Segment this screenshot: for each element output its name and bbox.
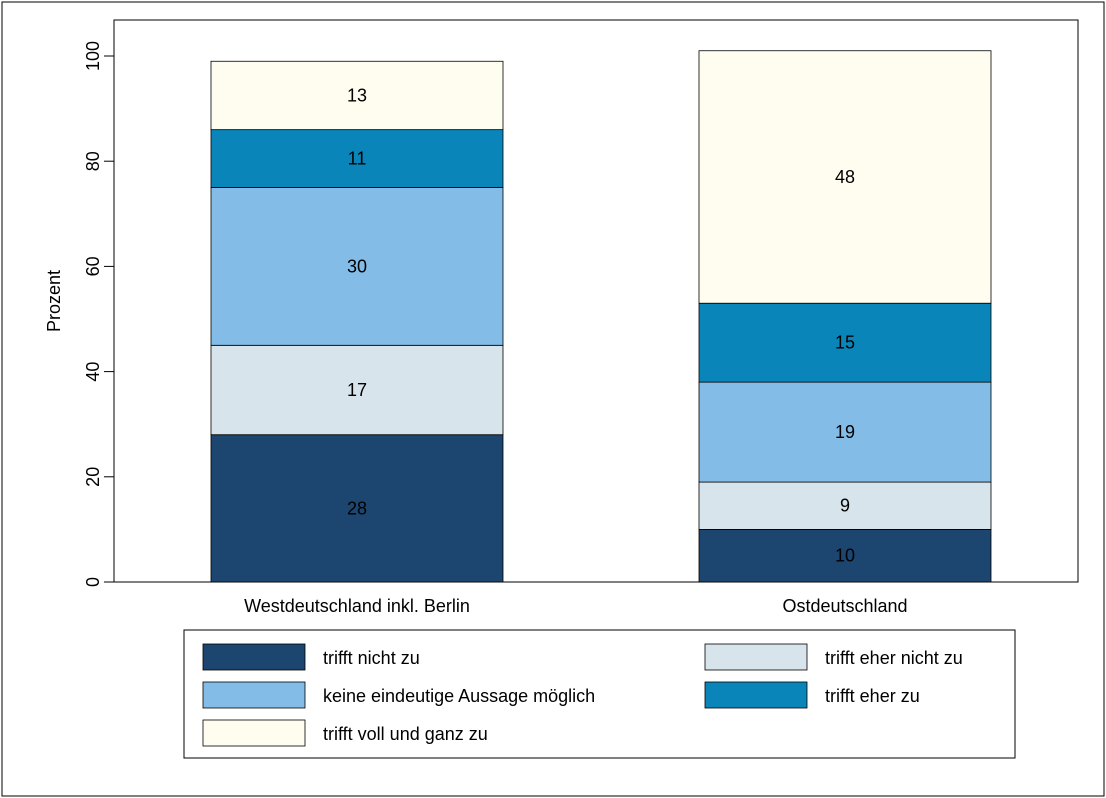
bar-segment [698,481,992,530]
bar-segment [210,60,504,131]
legend-swatch [704,681,808,709]
legend-label: keine eindeutige Aussage möglich [323,686,595,706]
y-tick-label: 20 [83,467,103,487]
legend-swatch [202,643,306,671]
y-tick-label: 100 [83,41,103,71]
legend-swatch [202,719,306,747]
bar-value-label: 13 [347,85,367,105]
bar-value-label: 19 [835,422,855,442]
bar-value-label: 48 [835,167,855,187]
bar-segment [698,381,992,483]
legend: trifft nicht zu trifft eher nicht zu keine… [202,643,963,747]
legend-label: trifft eher zu [825,686,920,706]
legend-swatch [202,681,306,709]
legend-label: trifft eher nicht zu [825,648,963,668]
bar-value-label: 15 [835,333,855,353]
legend-label: trifft voll und ganz zu [323,724,488,744]
x-category-label: Ostdeutschland [782,596,907,616]
bar-value-label: 10 [835,546,855,566]
bar-value-label: 30 [347,256,367,276]
bar-value-label: 11 [348,149,367,169]
y-axis-title: Prozent [44,270,64,332]
legend-label: trifft nicht zu [323,648,420,668]
legend-swatch [704,643,808,671]
bar-segment [210,434,504,583]
category-labels: Westdeutschland inkl. Berlin Ostdeutschla… [244,596,907,616]
bar-segment [698,302,992,383]
bar-value-label: 9 [840,496,850,516]
x-category-label: Westdeutschland inkl. Berlin [244,596,470,616]
y-tick-label: 80 [83,151,103,171]
y-tick-label: 60 [83,256,103,276]
legend-box [183,629,1016,759]
bars: 28 17 30 11 13 10 9 19 15 48 [210,50,992,583]
y-axis-ticks: 0 20 40 60 80 100 [83,41,114,587]
bar-value-label: 17 [347,380,367,400]
y-tick-label: 0 [83,577,103,587]
y-tick-label: 40 [83,362,103,382]
bar-value-label: 28 [347,498,367,518]
bar-segment [210,129,504,188]
bar-segment [698,529,992,583]
bar-segment [210,187,504,346]
bar-segment [210,344,504,436]
bar-segment [698,50,992,304]
